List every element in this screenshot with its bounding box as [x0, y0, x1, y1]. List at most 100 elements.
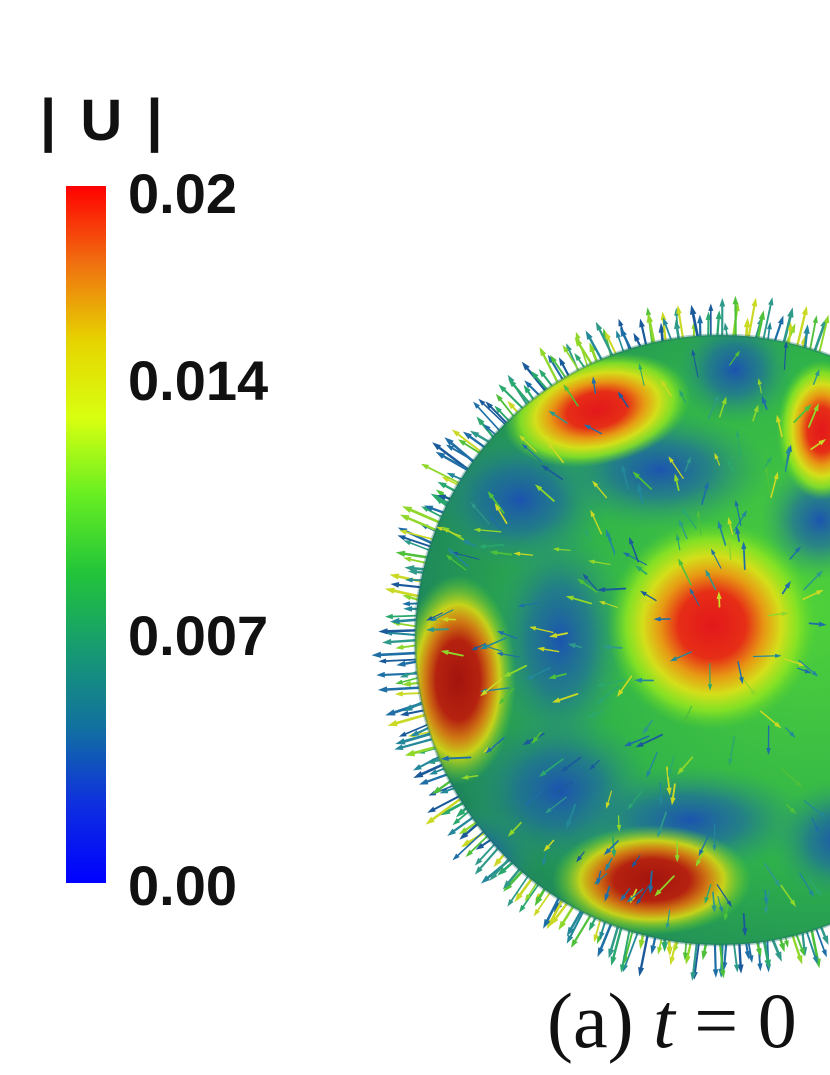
- vector-arrow-shaft: [705, 884, 712, 900]
- vector-arrow-shaft: [639, 367, 645, 386]
- vector-arrow-head: [444, 437, 454, 446]
- vector-arrow-head: [695, 859, 702, 867]
- vector-arrow-head: [399, 672, 409, 678]
- vector-arrow-head: [588, 712, 596, 718]
- vector-arrow-head: [432, 442, 442, 451]
- vector-arrow-shaft: [784, 450, 790, 472]
- vector-arrow-head: [533, 908, 540, 917]
- vector-arrow-shaft: [431, 794, 462, 812]
- vector-arrow-shaft: [675, 478, 680, 492]
- vector-arrow-head: [669, 956, 675, 966]
- vector-arrow-shaft: [680, 523, 688, 540]
- vector-arrow-head: [794, 546, 802, 553]
- vector-arrow-head: [469, 430, 480, 438]
- vector-arrow-shaft: [707, 398, 718, 420]
- vector-arrow-head: [549, 632, 558, 638]
- vector-arrow-head: [508, 378, 517, 388]
- vector-arrow-head: [804, 404, 812, 412]
- vector-arrow-head: [597, 587, 606, 593]
- vector-arrow-shaft: [617, 815, 620, 828]
- vector-arrow-head: [493, 858, 502, 868]
- vector-arrow-head: [385, 613, 393, 620]
- vector-arrow-shaft: [599, 685, 620, 702]
- vector-arrow-shaft: [623, 929, 640, 968]
- colorbar-title: | U |: [40, 88, 167, 153]
- vector-arrow-head: [717, 520, 723, 529]
- vector-arrow-head: [712, 844, 717, 851]
- vector-arrow-head: [631, 861, 637, 868]
- vector-arrow-head: [570, 939, 578, 948]
- vector-arrow-head: [727, 517, 733, 525]
- vector-arrow-head: [558, 357, 566, 366]
- vector-arrow-shaft: [483, 543, 505, 548]
- vector-arrow-head: [498, 698, 505, 705]
- vector-arrow-head: [592, 480, 599, 488]
- vector-arrow-shaft: [724, 903, 729, 917]
- vector-arrow-shaft: [500, 653, 520, 658]
- vector-arrow-head: [715, 310, 722, 320]
- vector-arrow-shaft: [496, 507, 508, 525]
- vector-arrow-head: [744, 950, 751, 960]
- vector-arrow-shaft: [524, 446, 542, 462]
- vector-arrow-shaft: [643, 592, 657, 602]
- vector-arrow-head: [547, 441, 554, 449]
- vector-arrow-shaft: [803, 573, 821, 591]
- vector-arrow-head: [543, 918, 551, 929]
- vector-arrow-head: [677, 767, 684, 775]
- vector-arrow-head: [727, 537, 733, 545]
- vector-arrow-head: [425, 627, 434, 633]
- vector-arrow-head: [751, 297, 758, 307]
- vector-arrow-head: [787, 322, 793, 331]
- vector-arrow-head: [750, 689, 756, 696]
- vector-arrow-head: [470, 502, 477, 509]
- vector-arrow-shaft: [542, 758, 564, 775]
- vector-arrow-shaft: [811, 817, 818, 830]
- vector-arrow-head: [764, 907, 769, 915]
- vector-arrow-head: [604, 893, 610, 902]
- vector-arrow-shaft: [770, 476, 778, 499]
- vector-arrow-shaft: [756, 315, 764, 342]
- vector-arrow-shaft: [522, 437, 537, 453]
- vector-arrow-head: [773, 471, 779, 480]
- vector-arrow-head: [787, 307, 794, 318]
- vector-arrow-shaft: [602, 602, 618, 608]
- vector-arrow-shaft: [565, 387, 579, 407]
- vector-arrow-head: [815, 889, 822, 897]
- vector-arrow-head: [423, 505, 434, 512]
- vector-arrow-shaft: [383, 658, 421, 662]
- vector-arrow-head: [435, 451, 446, 459]
- vector-arrow-head: [403, 704, 413, 712]
- vector-arrow-head: [784, 940, 789, 948]
- vector-arrow-head: [723, 322, 729, 331]
- vector-arrow-head: [539, 347, 547, 357]
- vector-arrows-back: [371, 295, 830, 981]
- vector-arrow-head: [376, 671, 385, 678]
- vector-arrow-head: [674, 855, 680, 863]
- vector-arrow-head: [818, 621, 827, 627]
- vector-arrow-head: [674, 319, 681, 330]
- vector-arrow-head: [552, 697, 561, 703]
- vector-arrow-shaft: [592, 560, 611, 566]
- vector-arrow-shaft: [484, 645, 502, 652]
- vector-arrow-shaft: [619, 675, 633, 694]
- vector-arrow-head: [384, 587, 395, 594]
- vector-arrow-head: [602, 644, 610, 650]
- vector-arrow-head: [735, 430, 740, 437]
- vector-arrow-shaft: [629, 888, 644, 901]
- vector-arrow-shaft: [455, 552, 480, 560]
- vector-arrow-head: [566, 820, 572, 829]
- vector-arrow-head: [669, 656, 678, 662]
- vector-arrow-shaft: [752, 408, 758, 422]
- vector-arrow-head: [742, 928, 748, 937]
- vector-arrow-head: [616, 330, 621, 339]
- vector-arrow-shaft: [700, 834, 710, 853]
- vector-arrow-head: [734, 350, 741, 357]
- vector-arrow-shaft: [767, 612, 785, 617]
- vector-arrow-head: [684, 955, 691, 965]
- vector-arrow-head: [775, 653, 782, 658]
- vector-arrow-head: [691, 349, 696, 356]
- vector-arrow-shaft: [691, 591, 700, 607]
- vector-arrow-head: [714, 452, 719, 460]
- vector-arrow-head: [766, 321, 772, 330]
- vector-arrow-head: [402, 680, 411, 687]
